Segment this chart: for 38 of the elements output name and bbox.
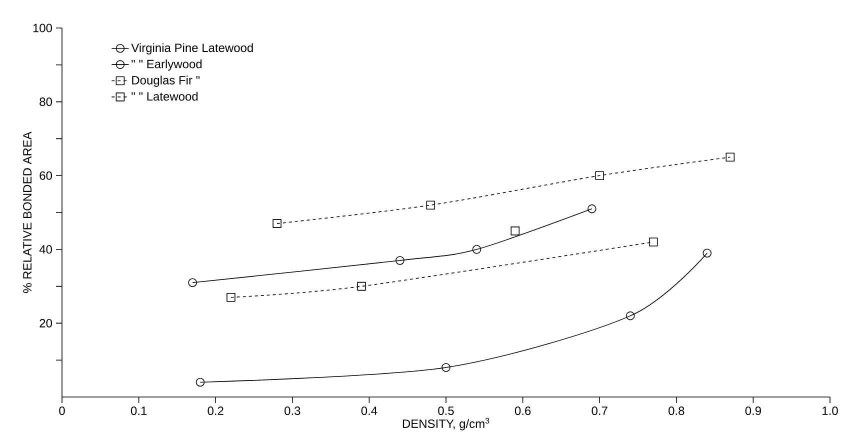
point	[726, 152, 735, 162]
point	[272, 219, 282, 228]
x-tick-label: 1.0	[822, 406, 838, 416]
point	[588, 204, 596, 214]
x-tick-label: 0.4	[361, 406, 378, 416]
point	[442, 363, 450, 372]
y-tick-label: 100	[33, 24, 52, 32]
y-tick-label: 40	[39, 245, 52, 254]
point	[196, 378, 205, 387]
x-tick-label: 0	[59, 406, 65, 416]
y-tick-label: 60	[40, 171, 52, 180]
point	[510, 226, 520, 236]
x-tick-label: 0.2	[208, 406, 224, 416]
x-tick-label: 0.5	[438, 406, 454, 416]
point	[188, 278, 197, 288]
y-axis-title: % RELATIVE BONDED AREA	[23, 132, 32, 293]
x-tick-label: 0.3	[284, 406, 300, 416]
point	[648, 238, 658, 246]
x-axis-title: DENSITY, g/cm$^{3}$	[402, 418, 490, 430]
x-tick-label: 0.6	[514, 406, 531, 416]
point	[595, 171, 604, 180]
point	[626, 311, 635, 320]
legend-label: Virginia Pine Latewood	[131, 43, 253, 54]
point	[472, 245, 482, 254]
y-tick-label: 80	[40, 98, 52, 106]
x-tick-label: 0.7	[592, 406, 608, 416]
point	[426, 200, 436, 210]
legend-label: " " Latewood	[132, 92, 198, 101]
legend-label: Douglas Fir "	[132, 76, 200, 87]
x-tick-label: 0.1	[130, 406, 147, 416]
point	[226, 292, 236, 302]
y-tick-label: 20	[40, 318, 52, 328]
x-tick-label: 0.9	[745, 406, 761, 416]
point	[396, 256, 404, 265]
x-tick-label: 0.8	[668, 406, 684, 416]
legend-label: " " Earlywood	[132, 59, 202, 71]
point	[702, 248, 712, 258]
point	[357, 282, 366, 291]
